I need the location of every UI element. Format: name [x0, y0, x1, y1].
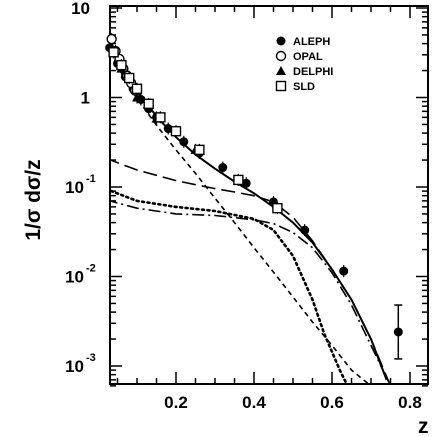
y-tick-label: 10: [65, 268, 84, 287]
legend-label: DELPHI: [293, 66, 333, 78]
x-tick-label: 0.4: [242, 393, 266, 412]
error-marker-point: [394, 327, 403, 336]
curve-solid: [106, 36, 387, 380]
y-tick-label: 10: [65, 357, 84, 376]
model-curves: [106, 36, 391, 386]
y-tick-label: 10: [65, 178, 84, 197]
legend-label: ALEPH: [293, 36, 330, 48]
curve-dashed: [106, 36, 383, 386]
x-tick-label: 0.2: [164, 393, 188, 412]
legend-marker-filled-circle: [277, 37, 286, 46]
y-tick-exponent: -2: [86, 263, 96, 275]
x-tick-label: 0.6: [320, 393, 344, 412]
x-tick-label: 0.8: [398, 393, 422, 412]
data-point-filled-circle: [218, 163, 227, 172]
data-point-open-square: [125, 74, 134, 83]
data-point-open-square: [133, 84, 142, 93]
data-point-filled-circle: [179, 137, 188, 146]
y-tick-label: 1: [81, 89, 90, 108]
curve-dotted: [106, 189, 348, 386]
y-tick-exponent: -3: [86, 352, 96, 364]
plot-frame: [110, 6, 428, 384]
data-point-open-square: [109, 48, 118, 57]
data-point-filled-circle: [300, 226, 309, 235]
y-axis-label: 1/σ dσ/z: [22, 159, 45, 240]
y-tick-label: 10: [71, 0, 90, 18]
data-point-open-circle: [107, 35, 116, 44]
x-tick-labels: 0.2 0.4 0.6 0.8: [164, 393, 422, 412]
data-point-open-square: [156, 113, 165, 122]
data-point-open-square: [144, 99, 153, 108]
legend-label: OPAL: [293, 51, 323, 63]
y-tick-exponent: -1: [86, 173, 96, 185]
legend-marker-open-square: [277, 82, 286, 91]
data-point-open-square: [234, 175, 243, 184]
data-point-filled-circle: [339, 267, 348, 276]
x-axis-label: z: [418, 415, 429, 437]
data-point-open-square: [117, 61, 126, 70]
data-point-open-square: [172, 127, 181, 136]
legend-label: SLD: [293, 81, 315, 93]
axis-ticks: [110, 6, 428, 386]
legend-marker-filled-triangle: [276, 66, 286, 75]
legend-marker-open-circle: [277, 52, 286, 61]
data-point-open-square: [273, 204, 282, 213]
legend: ALEPH OPAL DELPHI SLD: [276, 36, 333, 93]
data-point-open-square: [195, 145, 204, 154]
